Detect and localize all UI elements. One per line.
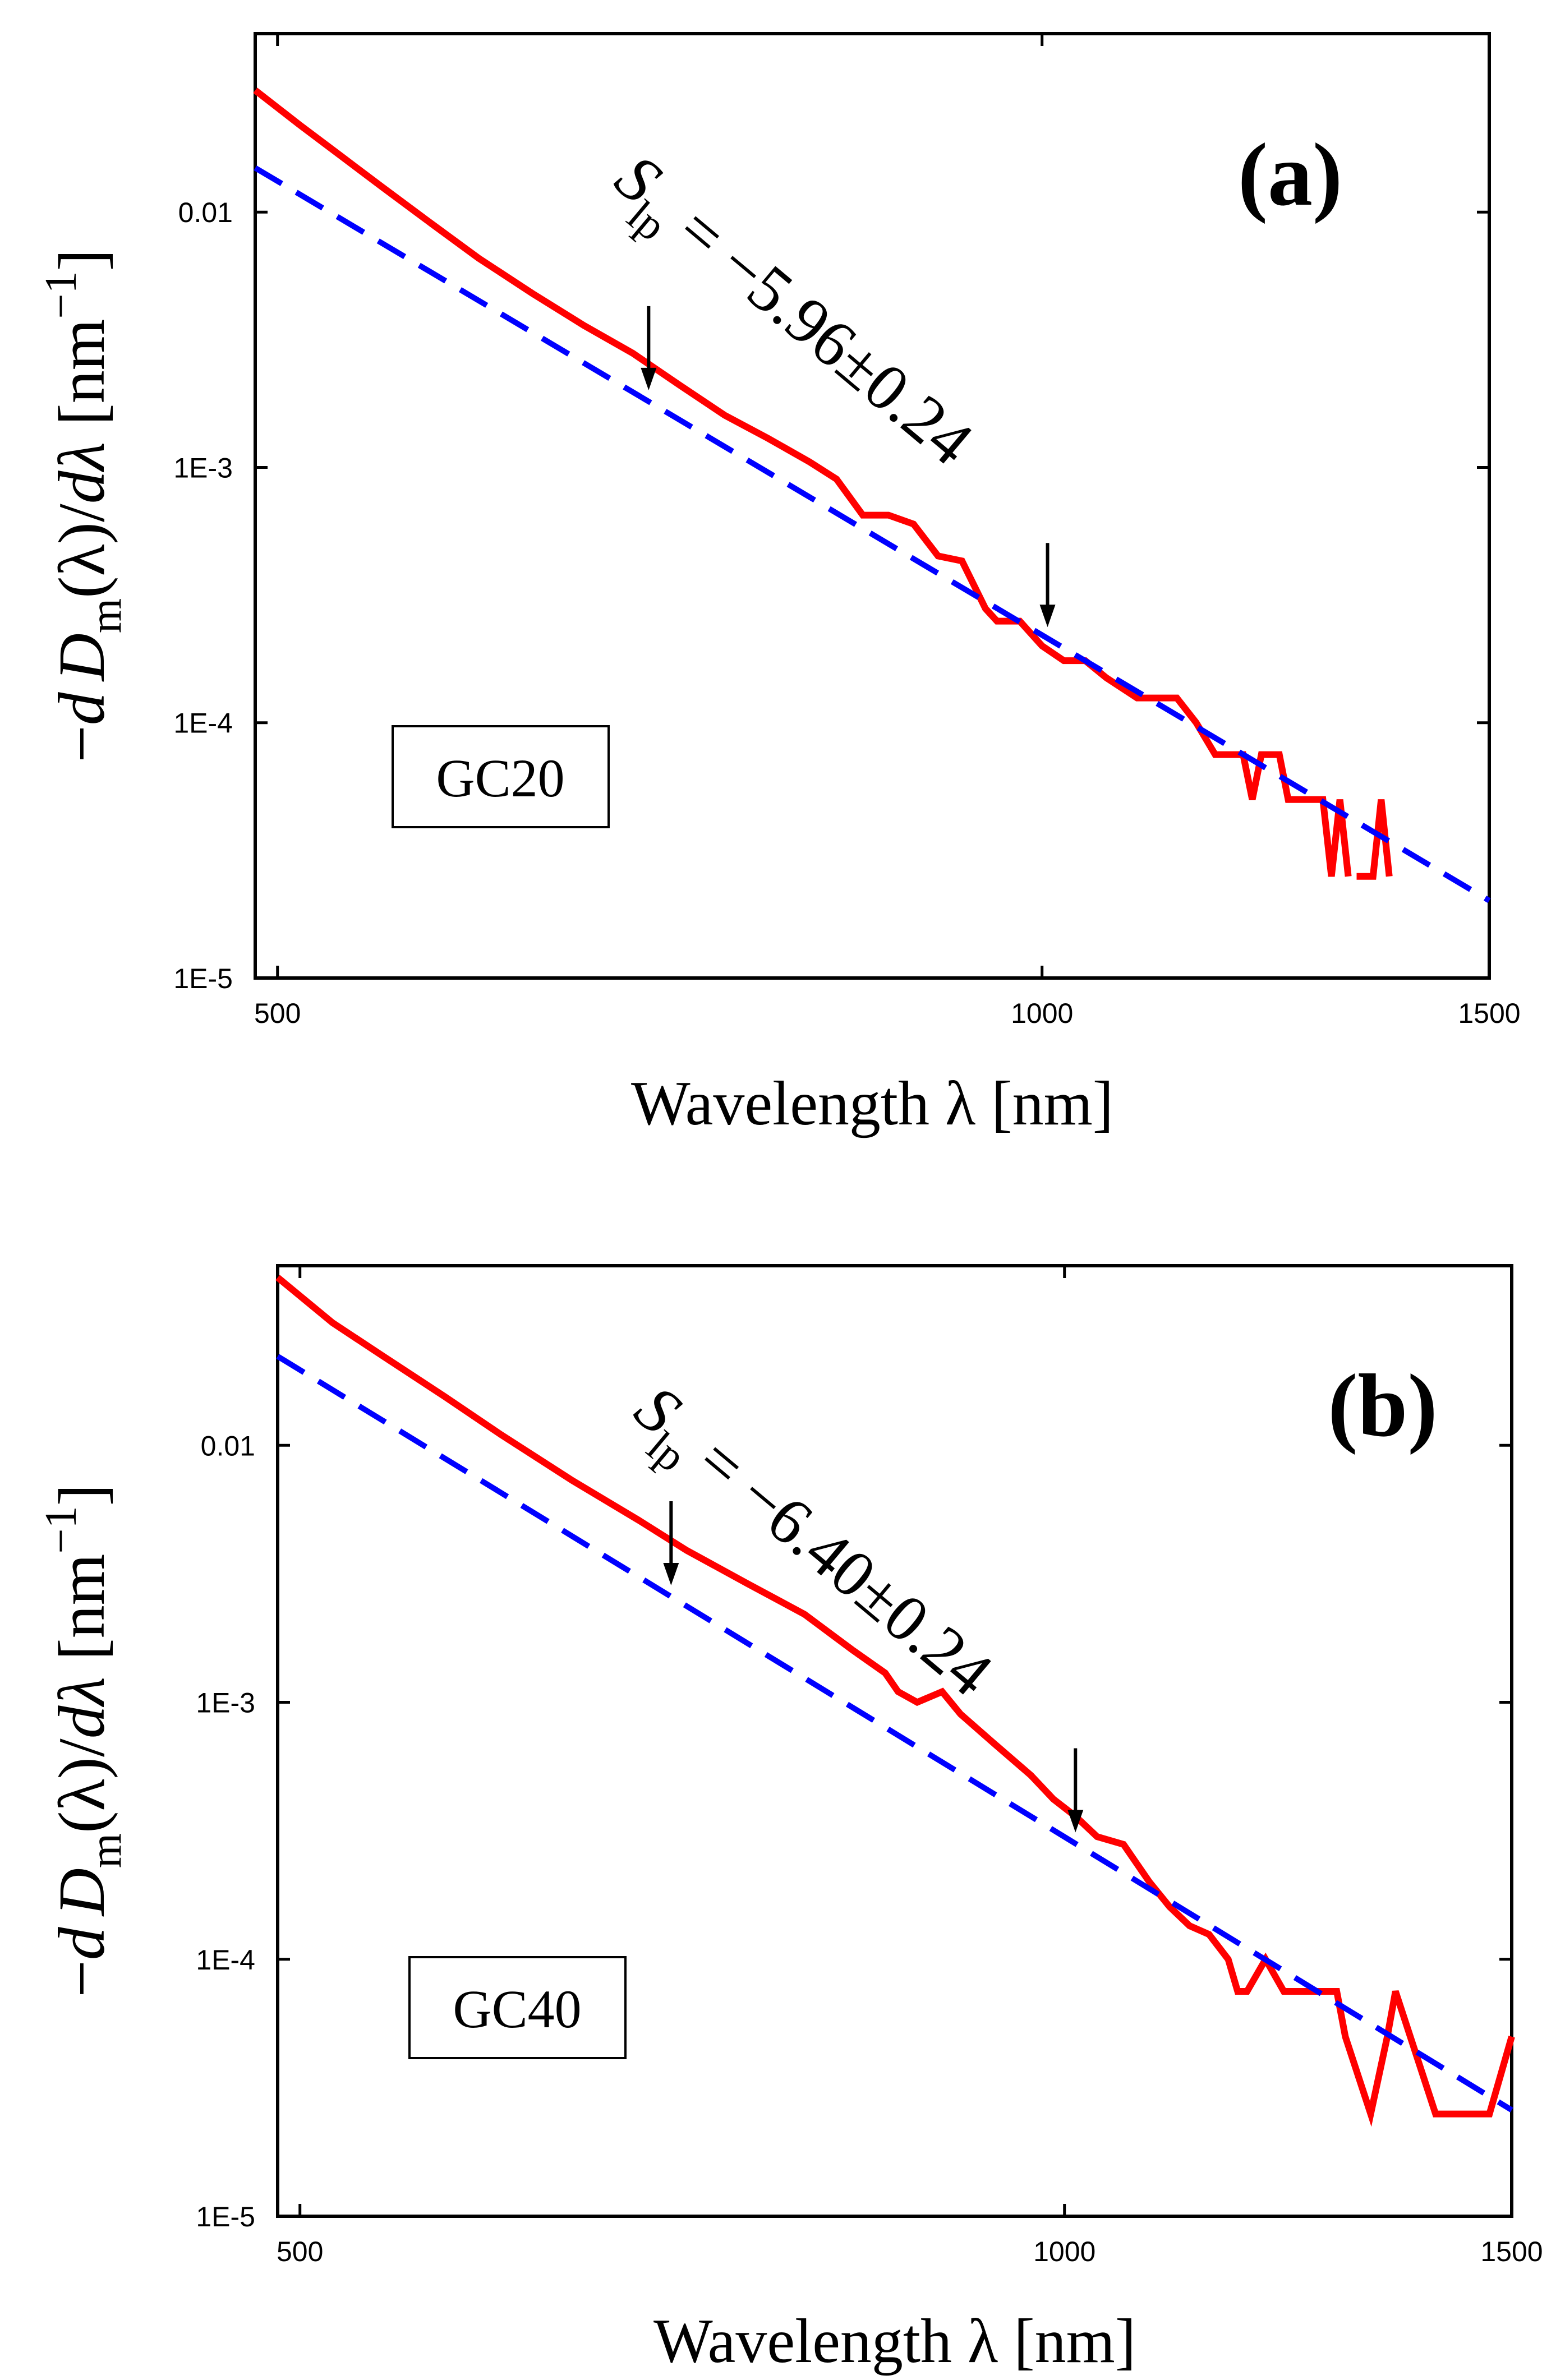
x-tick-label: 1500	[1480, 2236, 1543, 2267]
y-tick-label: 1E-5	[173, 963, 233, 994]
plot-frame	[254, 32, 1491, 980]
x-axis-label: Wavelength λ [nm]	[631, 1069, 1113, 1138]
arrow-marker	[641, 306, 657, 390]
sample-label-box: GC40	[408, 1956, 627, 2059]
arrow-marker	[1039, 543, 1056, 628]
y-tick-label: 1E-5	[196, 2201, 255, 2233]
plot-frame	[276, 1264, 1513, 2218]
series-line-measured	[275, 1275, 1515, 2127]
y-tick-label: 1E-4	[173, 708, 233, 739]
y-tick-label: 0.01	[178, 197, 233, 228]
chart-panel-a: 500 1000 1500 0.01 1E-3 1E-4 1E-5 (a) GC20 Sl…	[36, 32, 1521, 1138]
arrow-markers	[641, 306, 1056, 628]
x-tick-label: 500	[277, 2236, 323, 2267]
sample-label-box: GC20	[392, 725, 610, 828]
y-axis-ticks: 0.01 1E-3 1E-4 1E-5	[173, 197, 1489, 994]
panel-label: (b)	[1328, 1355, 1438, 1455]
sample-label: GC40	[453, 1979, 581, 2039]
y-tick-label: 0.01	[201, 1430, 255, 1461]
x-tick-label: 1500	[1458, 998, 1520, 1029]
x-tick-label: 500	[254, 998, 301, 1029]
y-axis-label: −dDm(λ)/dλ [nm−1]	[36, 249, 131, 763]
series-layer	[253, 87, 1491, 903]
x-tick-label: 1000	[1033, 2236, 1096, 2267]
x-axis-label: Wavelength λ [nm]	[653, 2307, 1136, 2376]
y-axis-ticks: 0.01 1E-3 1E-4 1E-5	[196, 1430, 1512, 2233]
arrow-marker	[663, 1501, 679, 1586]
arrow-marker	[1067, 1748, 1084, 1833]
panel-label: (a)	[1238, 124, 1343, 224]
x-axis-ticks: 500 1000 1500	[254, 34, 1521, 1029]
series-layer	[275, 1275, 1515, 2127]
series-line-fit	[276, 1354, 1513, 2113]
y-tick-label: 1E-3	[196, 1687, 255, 1719]
arrow-markers	[663, 1501, 1084, 1833]
x-axis-ticks: 500 1000 1500	[277, 1266, 1543, 2267]
y-tick-label: 1E-4	[196, 1944, 255, 1976]
x-tick-label: 1000	[1011, 998, 1073, 1029]
series-line-fit	[254, 165, 1491, 903]
sample-label: GC20	[436, 748, 564, 808]
slope-annotation: Slp= −5.96±0.24	[593, 140, 987, 490]
y-tick-label: 1E-3	[173, 452, 233, 483]
y-axis-label: −dDm(λ)/dλ [nm−1]	[36, 1484, 131, 1998]
